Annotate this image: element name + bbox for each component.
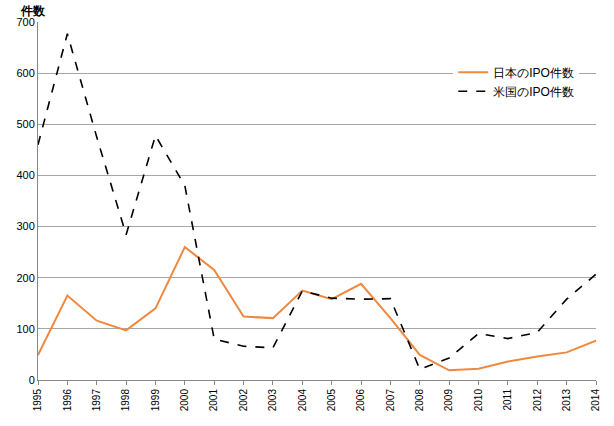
svg-text:400: 400	[16, 169, 34, 181]
svg-text:2001: 2001	[208, 389, 219, 412]
svg-text:600: 600	[16, 67, 34, 79]
svg-text:2009: 2009	[443, 389, 454, 412]
svg-text:2012: 2012	[532, 389, 543, 412]
svg-text:1995: 1995	[32, 389, 43, 412]
svg-text:100: 100	[16, 323, 34, 335]
svg-text:0: 0	[29, 374, 35, 386]
svg-text:1998: 1998	[120, 389, 131, 412]
svg-text:2010: 2010	[473, 389, 484, 412]
svg-text:1999: 1999	[150, 389, 161, 412]
svg-text:2014: 2014	[590, 389, 601, 412]
svg-text:2002: 2002	[238, 389, 249, 412]
svg-text:700: 700	[16, 16, 34, 28]
svg-text:2007: 2007	[385, 389, 396, 412]
svg-text:1996: 1996	[62, 389, 73, 412]
svg-text:2011: 2011	[502, 389, 513, 411]
svg-text:200: 200	[16, 272, 34, 284]
svg-text:1997: 1997	[91, 389, 102, 412]
svg-text:2004: 2004	[297, 389, 308, 412]
svg-text:2005: 2005	[326, 389, 337, 412]
svg-text:2006: 2006	[355, 389, 366, 412]
svg-text:300: 300	[16, 220, 34, 232]
svg-text:米国のIPO件数: 米国のIPO件数	[493, 85, 574, 99]
svg-text:2003: 2003	[267, 389, 278, 412]
svg-text:日本のIPO件数: 日本のIPO件数	[493, 66, 574, 80]
svg-text:2000: 2000	[179, 389, 190, 412]
svg-text:2008: 2008	[414, 389, 425, 412]
svg-text:500: 500	[16, 118, 34, 130]
svg-text:2013: 2013	[561, 389, 572, 412]
svg-text:件数: 件数	[20, 4, 46, 18]
